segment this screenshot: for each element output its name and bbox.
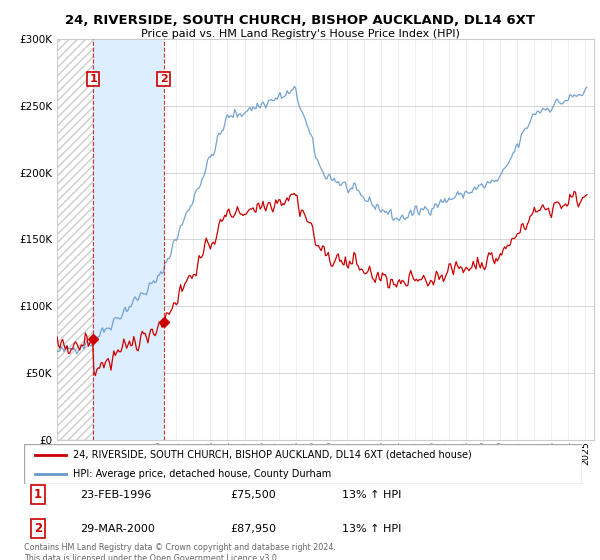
Bar: [93, 39, 164, 440]
Text: 13% ↑ HPI: 13% ↑ HPI: [342, 490, 401, 500]
Text: 2: 2: [160, 74, 167, 84]
Text: £87,950: £87,950: [230, 524, 277, 534]
Text: 13% ↑ HPI: 13% ↑ HPI: [342, 524, 401, 534]
Text: 1: 1: [34, 488, 42, 501]
Text: 23-FEB-1996: 23-FEB-1996: [80, 490, 151, 500]
Text: HPI: Average price, detached house, County Durham: HPI: Average price, detached house, Coun…: [73, 469, 331, 479]
Text: 29-MAR-2000: 29-MAR-2000: [80, 524, 155, 534]
Text: 24, RIVERSIDE, SOUTH CHURCH, BISHOP AUCKLAND, DL14 6XT: 24, RIVERSIDE, SOUTH CHURCH, BISHOP AUCK…: [65, 14, 535, 27]
Text: Contains HM Land Registry data © Crown copyright and database right 2024.
This d: Contains HM Land Registry data © Crown c…: [24, 543, 336, 560]
FancyBboxPatch shape: [24, 444, 582, 484]
Text: 2: 2: [34, 522, 42, 535]
Text: Price paid vs. HM Land Registry's House Price Index (HPI): Price paid vs. HM Land Registry's House …: [140, 29, 460, 39]
Bar: [57, 39, 93, 440]
Text: 1: 1: [89, 74, 97, 84]
Text: £75,500: £75,500: [230, 490, 276, 500]
Text: 24, RIVERSIDE, SOUTH CHURCH, BISHOP AUCKLAND, DL14 6XT (detached house): 24, RIVERSIDE, SOUTH CHURCH, BISHOP AUCK…: [73, 450, 472, 460]
